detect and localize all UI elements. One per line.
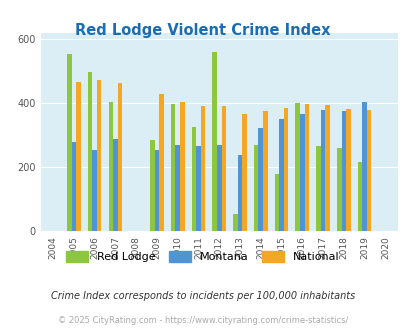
Text: Crime Index corresponds to incidents per 100,000 inhabitants: Crime Index corresponds to incidents per… <box>51 291 354 301</box>
Bar <box>232 214 237 231</box>
Bar <box>345 109 350 231</box>
Bar <box>179 102 184 231</box>
Bar <box>191 127 196 231</box>
Bar <box>221 107 226 231</box>
Bar <box>108 102 113 231</box>
Bar <box>253 145 258 231</box>
Bar <box>71 142 76 231</box>
Legend: Red Lodge, Montana, National: Red Lodge, Montana, National <box>62 247 343 267</box>
Bar <box>362 102 366 231</box>
Bar <box>262 111 267 231</box>
Bar <box>357 162 362 231</box>
Bar <box>283 108 288 231</box>
Bar <box>279 119 283 231</box>
Bar <box>113 139 117 231</box>
Bar <box>324 105 329 231</box>
Bar <box>150 140 154 231</box>
Bar <box>341 111 345 231</box>
Bar <box>171 104 175 231</box>
Bar <box>92 150 97 231</box>
Bar <box>67 54 71 231</box>
Bar <box>242 114 246 231</box>
Bar <box>212 51 216 231</box>
Bar <box>159 94 163 231</box>
Bar <box>154 150 159 231</box>
Bar <box>76 82 81 231</box>
Bar <box>87 72 92 231</box>
Bar <box>200 107 205 231</box>
Bar <box>237 155 242 231</box>
Bar <box>97 80 101 231</box>
Bar <box>299 114 304 231</box>
Bar <box>336 148 341 231</box>
Bar <box>366 110 371 231</box>
Bar <box>216 146 221 231</box>
Text: Red Lodge Violent Crime Index: Red Lodge Violent Crime Index <box>75 23 330 38</box>
Bar <box>304 104 309 231</box>
Bar <box>258 128 262 231</box>
Bar <box>274 174 279 231</box>
Bar <box>117 83 122 231</box>
Bar <box>196 147 200 231</box>
Bar <box>315 146 320 231</box>
Text: © 2025 CityRating.com - https://www.cityrating.com/crime-statistics/: © 2025 CityRating.com - https://www.city… <box>58 316 347 325</box>
Bar <box>320 110 324 231</box>
Bar <box>175 146 179 231</box>
Bar <box>295 103 299 231</box>
